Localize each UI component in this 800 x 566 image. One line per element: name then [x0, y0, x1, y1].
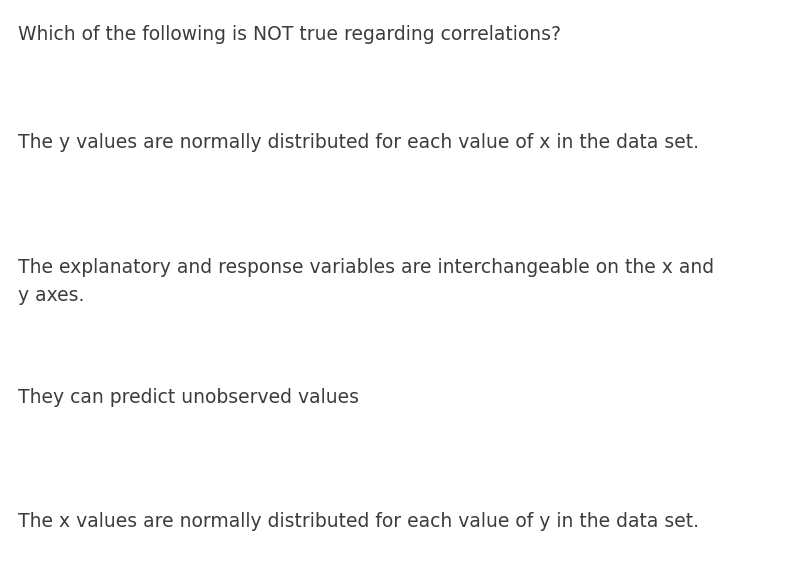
Text: They can predict unobserved values: They can predict unobserved values — [18, 388, 358, 407]
Text: The explanatory and response variables are interchangeable on the x and
y axes.: The explanatory and response variables a… — [18, 258, 714, 305]
Text: Which of the following is NOT true regarding correlations?: Which of the following is NOT true regar… — [18, 25, 561, 45]
Text: The y values are normally distributed for each value of x in the data set.: The y values are normally distributed fo… — [18, 133, 698, 152]
Text: The x values are normally distributed for each value of y in the data set.: The x values are normally distributed fo… — [18, 512, 698, 531]
